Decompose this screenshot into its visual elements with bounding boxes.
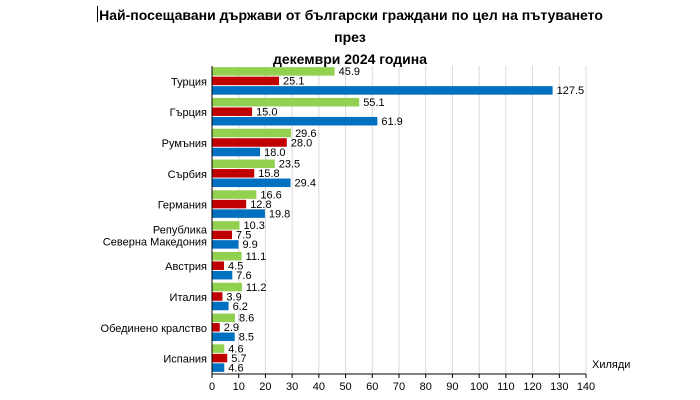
data-label-8-2: 8.5: [239, 332, 254, 344]
x-tick-label-0: 0: [209, 381, 215, 393]
data-label-0-0: 45.9: [339, 66, 360, 78]
data-label-6-0: 11.1: [246, 251, 267, 263]
data-label-8-1: 2.9: [224, 322, 239, 334]
x-tick-label-14: 140: [577, 381, 595, 393]
text-cursor: [97, 6, 99, 22]
chart-title: Най-посещавани държави от български граж…: [90, 4, 610, 70]
x-tick-label-7: 70: [393, 381, 405, 393]
bar-3-1: [212, 169, 255, 178]
data-label-3-1: 15.8: [258, 168, 279, 180]
bar-6-1: [212, 261, 225, 270]
data-label-6-2: 7.6: [236, 270, 251, 282]
category-label-1: Гърция: [170, 107, 207, 119]
bar-7-1: [212, 292, 223, 301]
data-label-0-2: 127.5: [557, 85, 585, 97]
chart-title-line2: декември 2024 година: [272, 51, 428, 67]
category-label-7: Италия: [170, 292, 208, 304]
data-label-4-0: 16.6: [260, 189, 281, 201]
data-label-7-1: 3.9: [226, 291, 241, 303]
bar-8-0: [212, 313, 235, 323]
bar-3-2: [212, 178, 291, 188]
category-label-0: Турция: [171, 76, 207, 88]
data-label-3-2: 29.4: [295, 178, 316, 190]
data-label-1-0: 55.1: [363, 97, 384, 109]
bar-6-2: [212, 270, 233, 280]
bar-3-0: [212, 159, 275, 169]
x-tick-label-8: 80: [420, 381, 432, 393]
bar-1-2: [212, 116, 378, 126]
data-label-1-1: 15.0: [256, 106, 277, 118]
x-tick-label-12: 120: [523, 381, 541, 393]
data-label-7-0: 11.2: [246, 282, 267, 294]
data-label-2-0: 29.6: [295, 128, 316, 140]
bar-1-0: [212, 97, 360, 107]
data-label-2-2: 18.0: [264, 147, 285, 159]
x-tick-label-6: 60: [366, 381, 378, 393]
bar-4-2: [212, 209, 265, 218]
data-label-4-1: 12.8: [250, 199, 271, 211]
category-label-2: Румъния: [162, 138, 207, 150]
x-tick-label-11: 110: [497, 381, 515, 393]
data-label-2-1: 28.0: [291, 137, 312, 149]
data-label-6-1: 4.5: [228, 260, 243, 272]
data-label-9-1: 5.7: [231, 353, 246, 365]
bar-2-2: [212, 147, 261, 157]
bar-7-0: [212, 282, 242, 292]
x-tick-label-13: 130: [550, 381, 568, 393]
bar-0-2: [212, 86, 553, 95]
bar-5-0: [212, 221, 240, 230]
unit-label: Хиляди: [592, 359, 630, 371]
data-label-8-0: 8.6: [239, 313, 254, 325]
x-tick-label-1: 10: [233, 381, 245, 393]
data-label-5-2: 9.9: [242, 239, 257, 251]
x-tick-label-10: 100: [470, 381, 488, 393]
x-tick-label-3: 30: [286, 381, 298, 393]
category-label-9: Испания: [163, 354, 207, 366]
data-label-0-1: 25.1: [283, 76, 304, 88]
bar-9-2: [212, 363, 225, 372]
bar-1-1: [212, 107, 253, 116]
data-label-3-0: 23.5: [279, 159, 300, 171]
category-label-8: Обединено кралство: [101, 323, 207, 335]
bar-8-1: [212, 323, 220, 332]
x-tick-label-4: 40: [313, 381, 325, 393]
data-label-7-2: 6.2: [233, 301, 248, 313]
bar-0-1: [212, 76, 280, 86]
category-label-6: Австрия: [165, 261, 207, 273]
data-label-4-2: 19.8: [269, 208, 290, 220]
bar-9-1: [212, 353, 228, 363]
x-tick-label-9: 90: [446, 381, 458, 393]
data-label-5-1: 7.5: [236, 230, 251, 242]
bar-9-0: [212, 344, 225, 353]
bar-4-1: [212, 199, 247, 209]
bar-7-2: [212, 301, 229, 311]
bar-4-0: [212, 190, 257, 199]
data-label-9-0: 4.6: [228, 343, 243, 355]
bar-2-1: [212, 138, 287, 147]
data-label-5-0: 10.3: [244, 220, 265, 232]
chart-title-line1: Най-посещавани държави от български граж…: [99, 7, 603, 45]
category-label-4: Германия: [158, 200, 207, 212]
data-label-1-2: 61.9: [381, 116, 402, 128]
category-label-5-1: Северна Македония: [103, 236, 207, 248]
category-label-3: Сърбия: [168, 169, 207, 181]
x-tick-label-5: 50: [339, 381, 351, 393]
category-label-5-0: Република: [153, 224, 208, 236]
bar-6-0: [212, 251, 242, 261]
bar-5-2: [212, 240, 239, 249]
bar-8-2: [212, 332, 235, 342]
data-label-9-2: 4.6: [228, 362, 243, 374]
x-tick-label-2: 20: [259, 381, 271, 393]
bar-2-0: [212, 128, 292, 138]
bar-5-1: [212, 230, 233, 240]
bar-0-0: [212, 67, 335, 76]
